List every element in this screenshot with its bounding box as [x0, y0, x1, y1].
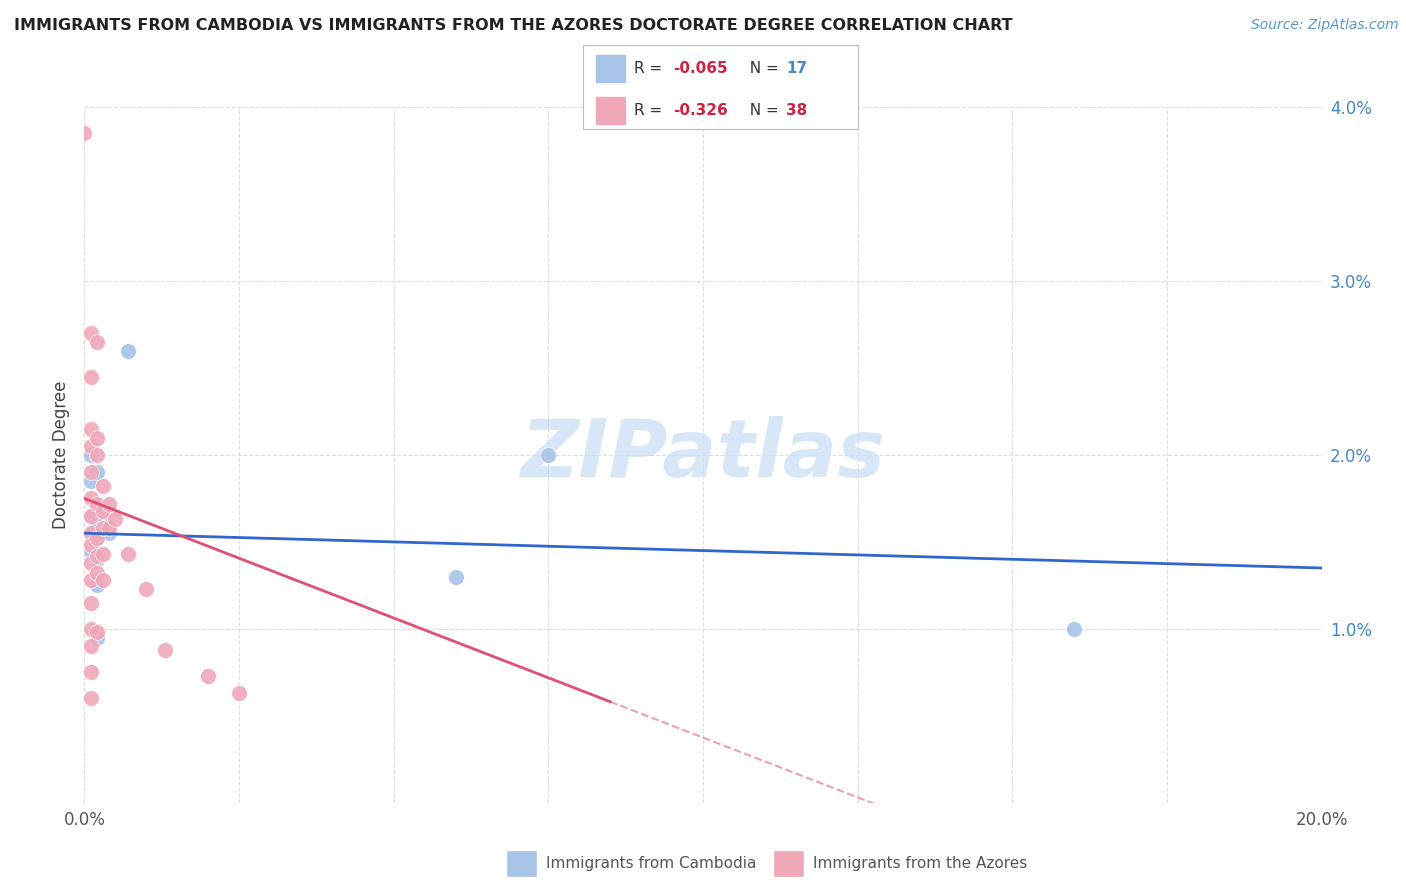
Point: [91, 526, 114, 541]
Point: [86, 517, 108, 532]
Point: [86, 532, 108, 546]
Text: N =: N =: [740, 61, 783, 76]
Point: [228, 686, 250, 700]
Point: [98, 521, 121, 535]
Text: ZIPatlas: ZIPatlas: [520, 416, 886, 494]
Point: [98, 526, 121, 541]
Point: [86, 334, 108, 349]
Point: [444, 570, 467, 584]
Point: [79, 596, 101, 610]
Point: [153, 642, 176, 657]
Point: [91, 503, 114, 517]
Point: [98, 497, 121, 511]
Text: -0.065: -0.065: [673, 61, 728, 76]
Point: [86, 566, 108, 581]
Point: [79, 556, 101, 570]
Point: [79, 474, 101, 488]
Point: [86, 552, 108, 566]
Point: [91, 479, 114, 493]
Text: IMMIGRANTS FROM CAMBODIA VS IMMIGRANTS FROM THE AZORES DOCTORATE DEGREE CORRELAT: IMMIGRANTS FROM CAMBODIA VS IMMIGRANTS F…: [14, 18, 1012, 33]
Text: R =: R =: [634, 61, 668, 76]
Point: [86, 631, 108, 645]
Point: [79, 508, 101, 523]
Text: Immigrants from the Azores: Immigrants from the Azores: [813, 856, 1026, 871]
Point: [79, 508, 101, 523]
Point: [79, 439, 101, 453]
Point: [79, 691, 101, 706]
Text: -0.326: -0.326: [673, 103, 728, 119]
Point: [79, 573, 101, 587]
Point: [79, 526, 101, 541]
Text: N =: N =: [740, 103, 783, 119]
Point: [79, 369, 101, 384]
Point: [91, 547, 114, 561]
Point: [79, 422, 101, 436]
Point: [91, 573, 114, 587]
Point: [79, 526, 101, 541]
Point: [197, 669, 219, 683]
Point: [86, 578, 108, 592]
Point: [86, 497, 108, 511]
Point: [79, 665, 101, 680]
Point: [79, 538, 101, 552]
Text: R =: R =: [634, 103, 668, 119]
Point: [79, 326, 101, 340]
Point: [91, 521, 114, 535]
Point: [117, 547, 139, 561]
Point: [86, 430, 108, 444]
Point: [135, 582, 157, 596]
Point: [73, 126, 96, 140]
Text: Immigrants from Cambodia: Immigrants from Cambodia: [546, 856, 756, 871]
Point: [537, 448, 560, 462]
Point: [79, 639, 101, 653]
Point: [1063, 622, 1085, 636]
Point: [79, 491, 101, 506]
Point: [86, 549, 108, 563]
Text: Source: ZipAtlas.com: Source: ZipAtlas.com: [1251, 18, 1399, 32]
Y-axis label: Doctorate Degree: Doctorate Degree: [52, 381, 70, 529]
Point: [86, 448, 108, 462]
Point: [79, 466, 101, 480]
Point: [91, 508, 114, 523]
Point: [79, 622, 101, 636]
Point: [79, 448, 101, 462]
Text: 17: 17: [786, 61, 807, 76]
Point: [104, 512, 127, 526]
Point: [117, 343, 139, 358]
Point: [86, 625, 108, 640]
Text: 38: 38: [786, 103, 807, 119]
Point: [86, 466, 108, 480]
Point: [79, 543, 101, 558]
